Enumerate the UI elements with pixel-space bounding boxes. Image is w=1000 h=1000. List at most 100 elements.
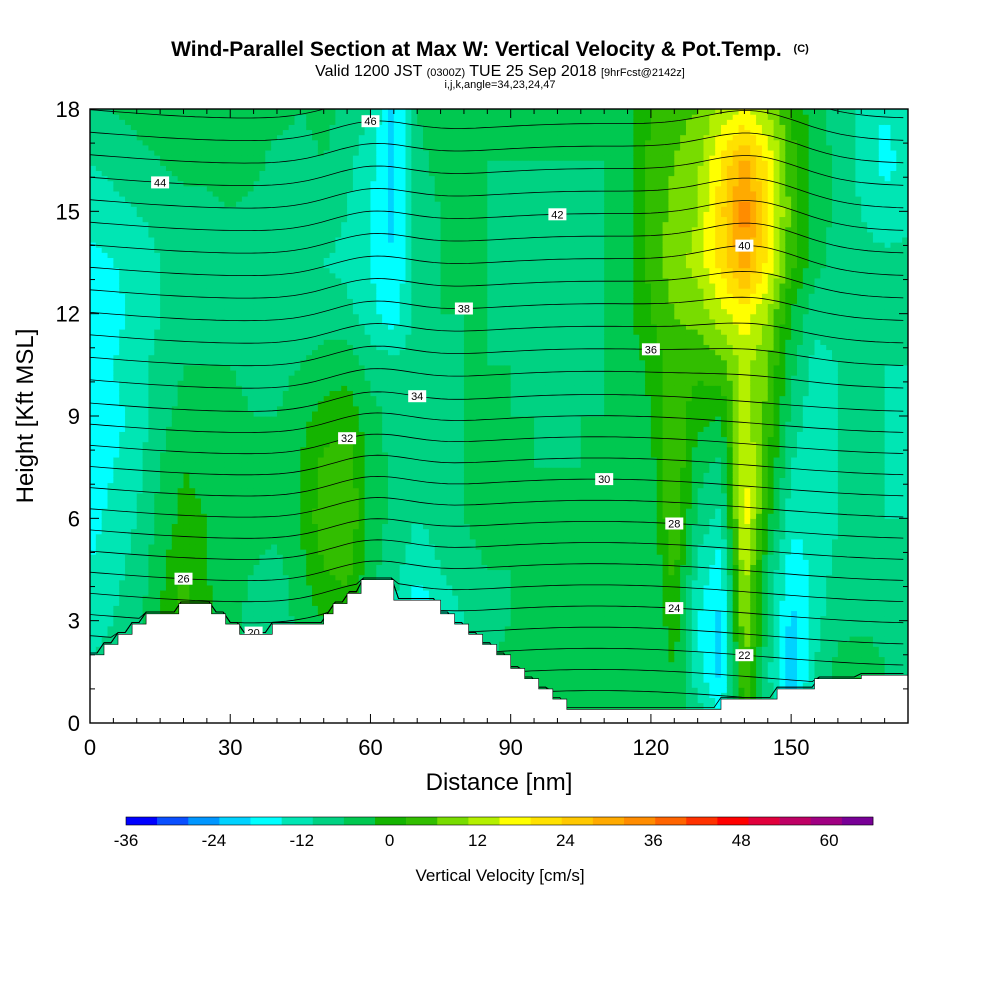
w-cell — [195, 534, 201, 540]
w-cell — [306, 539, 312, 545]
w-cell — [312, 360, 318, 366]
w-cell — [236, 570, 242, 576]
w-cell — [183, 355, 189, 361]
w-cell — [160, 309, 166, 315]
w-cell — [224, 426, 230, 432]
w-cell — [265, 390, 271, 396]
w-cell — [300, 145, 306, 151]
w-cell — [137, 155, 143, 161]
w-cell — [183, 513, 189, 519]
w-cell — [277, 314, 283, 320]
w-cell — [259, 339, 265, 345]
w-cell — [137, 452, 143, 458]
w-cell — [248, 344, 254, 350]
w-cell — [178, 518, 184, 524]
w-cell — [219, 483, 225, 489]
w-cell — [195, 109, 201, 115]
w-cell — [306, 462, 312, 468]
w-cell — [195, 421, 201, 427]
w-cell — [137, 176, 143, 182]
w-cell — [143, 196, 149, 202]
w-cell — [148, 237, 154, 243]
w-cell — [96, 544, 102, 550]
w-cell — [201, 201, 207, 207]
w-cell — [131, 273, 137, 279]
w-cell — [183, 206, 189, 212]
w-cell — [230, 176, 236, 182]
w-cell — [300, 442, 306, 448]
w-cell — [189, 396, 195, 402]
w-cell — [259, 314, 265, 320]
w-cell — [242, 457, 248, 463]
w-cell — [108, 472, 114, 478]
w-cell — [236, 564, 242, 570]
w-cell — [154, 170, 160, 176]
w-cell — [189, 237, 195, 243]
w-cell — [254, 595, 260, 601]
w-cell — [90, 268, 96, 274]
w-cell — [143, 580, 149, 586]
w-cell — [283, 483, 289, 489]
w-cell — [324, 508, 330, 514]
w-cell — [178, 222, 184, 228]
w-cell — [213, 252, 219, 258]
w-cell — [143, 114, 149, 120]
w-cell — [195, 467, 201, 473]
w-cell — [236, 263, 242, 269]
w-cell — [271, 298, 277, 304]
w-cell — [90, 314, 96, 320]
w-cell — [265, 518, 271, 524]
w-cell — [166, 257, 172, 263]
w-cell — [248, 176, 254, 182]
w-cell — [96, 498, 102, 504]
w-cell — [242, 621, 248, 627]
w-cell — [189, 273, 195, 279]
w-cell — [189, 390, 195, 396]
w-cell — [213, 452, 219, 458]
w-cell — [300, 431, 306, 437]
w-cell — [271, 191, 277, 197]
w-cell — [143, 559, 149, 565]
w-cell — [271, 165, 277, 171]
w-cell — [172, 165, 178, 171]
w-cell — [259, 329, 265, 335]
w-cell — [172, 503, 178, 509]
w-cell — [259, 559, 265, 565]
w-cell — [289, 518, 295, 524]
w-cell — [189, 278, 195, 284]
w-cell — [148, 129, 154, 135]
w-cell — [254, 298, 260, 304]
w-cell — [160, 534, 166, 540]
w-cell — [160, 447, 166, 453]
w-cell — [306, 483, 312, 489]
w-cell — [96, 523, 102, 529]
w-cell — [189, 375, 195, 381]
w-cell — [254, 390, 260, 396]
w-cell — [131, 564, 137, 570]
w-cell — [230, 360, 236, 366]
w-cell — [306, 293, 312, 299]
w-cell — [131, 544, 137, 550]
w-cell — [154, 124, 160, 130]
w-cell — [254, 544, 260, 550]
w-cell — [295, 232, 301, 238]
w-cell — [236, 483, 242, 489]
w-cell — [96, 303, 102, 309]
w-cell — [183, 222, 189, 228]
w-cell — [230, 375, 236, 381]
w-cell — [312, 124, 318, 130]
w-cell — [289, 375, 295, 381]
w-cell — [131, 559, 137, 565]
w-cell — [318, 365, 324, 371]
w-cell — [295, 324, 301, 330]
w-cell — [289, 421, 295, 427]
w-cell — [96, 216, 102, 222]
w-cell — [154, 314, 160, 320]
w-cell — [224, 360, 230, 366]
w-cell — [131, 237, 137, 243]
w-cell — [219, 268, 225, 274]
w-cell — [137, 564, 143, 570]
w-cell — [236, 298, 242, 304]
w-cell — [113, 165, 119, 171]
w-cell — [148, 191, 154, 197]
